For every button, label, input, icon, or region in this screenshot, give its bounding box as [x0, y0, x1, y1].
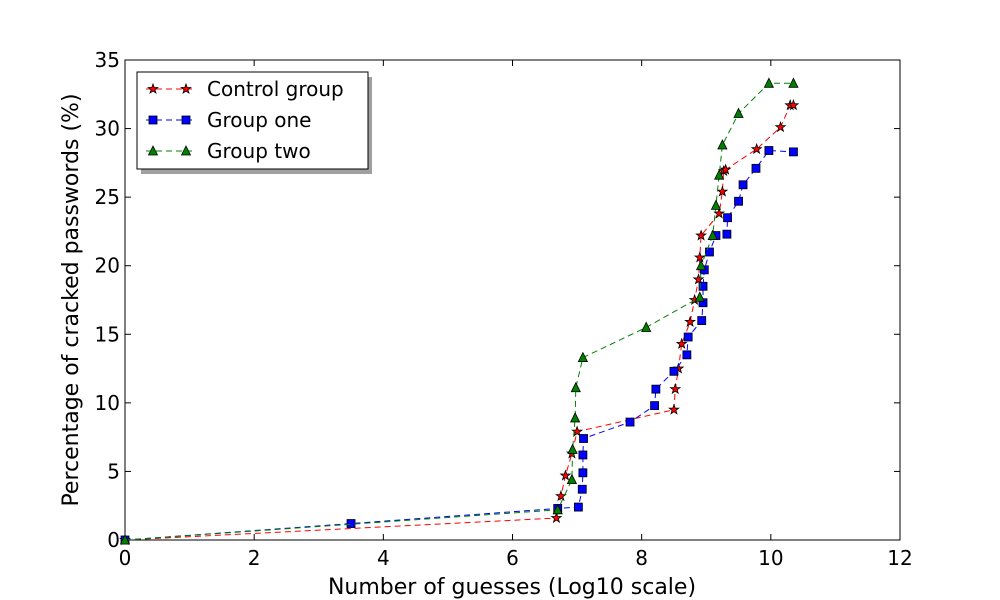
x-axis-label: Number of guesses (Log10 scale)	[328, 575, 696, 600]
data-point-group-two	[577, 351, 589, 363]
data-point-group-one	[751, 163, 761, 173]
legend-marker-group-one	[148, 115, 158, 125]
y-tick-label: 10	[95, 391, 120, 415]
data-point-group-two	[570, 381, 581, 393]
data-point-group-one	[578, 450, 588, 460]
legend: Control group Group one Group two	[136, 71, 372, 174]
data-point-control-group	[684, 315, 697, 327]
x-tick-label: 2	[248, 546, 261, 570]
data-point-group-two	[567, 443, 578, 454]
data-point-control-group	[571, 425, 583, 437]
data-point-control-group	[550, 511, 563, 524]
legend-entries: Control group Group one Group two	[146, 77, 344, 163]
data-point-group-two	[733, 107, 744, 118]
data-point-group-one	[723, 213, 732, 223]
data-point-group-two	[714, 169, 725, 180]
y-axis-label: Percentage of cracked passwords (%)	[59, 93, 84, 506]
legend-marker-group-one	[181, 115, 191, 125]
data-point-group-one	[669, 366, 679, 376]
x-tick-label: 4	[377, 546, 390, 570]
data-point-group-one	[738, 180, 748, 190]
y-tick-label: 30	[95, 117, 120, 141]
data-point-group-one	[683, 332, 693, 342]
data-point-group-one	[578, 468, 588, 478]
data-point-group-two	[707, 229, 718, 240]
data-point-group-one	[573, 502, 583, 512]
data-point-group-two	[717, 139, 728, 150]
data-point-control-group	[669, 382, 682, 395]
data-point-group-two	[566, 473, 578, 485]
data-point-group-two	[763, 77, 775, 88]
x-tick-label: 8	[635, 546, 648, 570]
x-tick-label: 12	[887, 546, 912, 570]
data-point-group-one	[722, 229, 732, 239]
y-tick-label: 5	[107, 459, 120, 483]
axis-ticks: 0 2 4 6 8 10 12 0 5 10 15 20 25 30 35	[95, 48, 913, 570]
data-point-control-group	[719, 163, 732, 175]
series-group-one	[120, 146, 798, 545]
data-point-group-one	[698, 281, 708, 291]
data-point-control-group	[692, 273, 705, 285]
legend-label-group-two: Group two	[207, 139, 311, 163]
x-tick-label: 6	[506, 546, 519, 570]
data-point-group-one	[625, 417, 635, 427]
data-point-control-group	[750, 142, 763, 155]
data-point-control-group	[695, 229, 707, 241]
data-point-control-group	[675, 337, 688, 349]
data-point-group-one	[697, 316, 707, 325]
x-tick-label: 10	[758, 546, 783, 570]
data-point-group-two	[694, 291, 705, 302]
data-point-group-two	[569, 412, 581, 423]
data-point-control-group	[668, 403, 680, 415]
data-point-group-one	[346, 519, 356, 528]
data-point-group-two	[641, 321, 652, 332]
data-point-group-two	[710, 199, 722, 210]
x-tick-label: 0	[119, 546, 132, 570]
data-point-group-one	[734, 196, 743, 206]
data-point-group-one	[577, 484, 587, 494]
series-group-two	[119, 77, 799, 545]
data-point-group-two	[788, 77, 799, 88]
data-point-control-group	[693, 251, 706, 263]
data-point-group-one	[764, 146, 774, 155]
data-point-group-one	[650, 401, 659, 411]
data-point-group-one	[651, 384, 661, 394]
data-point-control-group	[787, 99, 800, 111]
data-point-control-group	[559, 469, 572, 481]
y-tick-label: 15	[95, 322, 120, 346]
y-tick-label: 35	[95, 48, 120, 72]
data-point-group-one	[682, 350, 692, 360]
y-tick-label: 25	[95, 185, 120, 209]
legend-marker-control-group	[147, 82, 159, 95]
legend-box	[136, 71, 369, 170]
legend-label-control-group: Control group	[207, 77, 344, 101]
y-tick-label: 20	[95, 254, 120, 278]
data-point-group-two	[119, 534, 131, 545]
data-point-group-one	[579, 434, 588, 443]
data-point-control-group	[716, 185, 729, 197]
data-point-group-two	[695, 259, 707, 271]
data-point-control-group	[774, 120, 787, 133]
y-tick-label: 0	[107, 528, 120, 552]
legend-label-group-one: Group one	[207, 108, 311, 132]
data-point-group-two	[552, 503, 563, 515]
data-point-group-one	[705, 247, 714, 257]
legend-marker-control-group	[180, 82, 192, 95]
data-point-control-group	[713, 207, 726, 219]
series-layer	[119, 77, 800, 546]
legend-marker-group-two	[147, 145, 159, 156]
data-point-group-one	[789, 147, 798, 157]
legend-marker-group-two	[180, 145, 192, 156]
